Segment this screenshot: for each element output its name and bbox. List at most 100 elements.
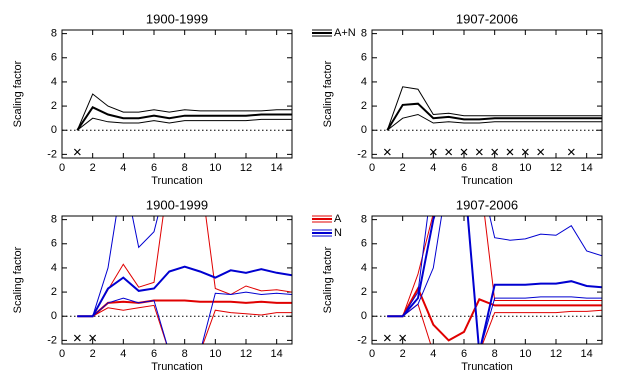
y-tick-label: 0 [51, 310, 57, 322]
x-axis-label: Truncation [461, 175, 513, 187]
series-line [387, 303, 602, 344]
x-tick-label: 2 [90, 162, 96, 174]
x-tick-label: 0 [369, 348, 375, 360]
x-tick-label: 0 [59, 348, 65, 360]
panel-title: 1900-1999 [146, 11, 208, 26]
series-line [387, 286, 602, 342]
cross-marker [445, 148, 453, 156]
y-tick-label: 2 [51, 100, 57, 112]
cross-marker [567, 148, 575, 156]
x-tick-label: 12 [240, 348, 252, 360]
y-tick-label: 4 [51, 76, 57, 88]
series-line [77, 299, 292, 318]
panel-title: 1907-2006 [456, 11, 518, 26]
x-tick-label: 12 [240, 162, 252, 174]
series-line [76, 106, 292, 131]
x-tick-label: 10 [209, 162, 221, 174]
y-tick-label: 6 [361, 52, 367, 64]
x-tick-label: 10 [519, 162, 531, 174]
x-tick-label: 8 [182, 348, 188, 360]
plot-lines [386, 86, 602, 131]
x-tick-label: 6 [151, 348, 157, 360]
cross-marker [89, 334, 97, 342]
x-tick-label: 2 [90, 348, 96, 360]
series-line [386, 86, 602, 131]
cross-marker [537, 148, 545, 156]
series-line [386, 102, 602, 131]
y-tick-label: 8 [51, 214, 57, 226]
y-tick-label: 0 [51, 124, 57, 136]
cross-marker [383, 148, 391, 156]
y-tick-label: 8 [361, 214, 367, 226]
series-line [77, 265, 292, 318]
x-tick-label: 6 [461, 348, 467, 360]
cross-marker [475, 148, 483, 156]
x-tick-label: 14 [271, 162, 283, 174]
plot-lines [387, 216, 602, 344]
x-tick-label: 4 [120, 348, 126, 360]
series-line [387, 216, 602, 317]
cross-marker [383, 334, 391, 342]
y-tick-label: 2 [51, 286, 57, 298]
plot-frame [371, 215, 603, 345]
plot-frame [371, 29, 603, 159]
y-tick-label: 0 [361, 310, 367, 322]
series-line [77, 304, 292, 344]
y-tick-label: 4 [361, 262, 367, 274]
y-axis-label: Scaling factor [322, 60, 334, 127]
cross-marker [73, 334, 81, 342]
y-axis-label: Scaling factor [12, 246, 24, 313]
y-tick-label: 4 [361, 76, 367, 88]
legend-label: A+N [334, 27, 356, 39]
plot-lines [76, 93, 292, 131]
y-tick-label: 2 [361, 286, 367, 298]
y-tick-label: 8 [361, 28, 367, 40]
series-line [387, 216, 602, 344]
x-tick-label: 6 [151, 162, 157, 174]
x-tick-label: 6 [461, 162, 467, 174]
plot-frame [61, 29, 293, 159]
cross-marker [460, 148, 468, 156]
y-tick-label: 6 [361, 238, 367, 250]
cross-marker [491, 148, 499, 156]
x-tick-label: 14 [581, 348, 593, 360]
y-tick-label: 0 [361, 124, 367, 136]
x-tick-label: 8 [492, 348, 498, 360]
legend-label: N [334, 227, 342, 239]
panel-title: 1900-1999 [146, 197, 208, 212]
x-tick-label: 14 [271, 348, 283, 360]
y-axis-label: Scaling factor [322, 246, 334, 313]
x-tick-label: 12 [550, 348, 562, 360]
y-tick-label: -2 [357, 334, 367, 346]
series-line [76, 117, 292, 131]
x-tick-label: 8 [492, 162, 498, 174]
x-tick-label: 14 [581, 162, 593, 174]
series-line [387, 216, 602, 344]
x-tick-label: 10 [519, 348, 531, 360]
cross-marker [521, 148, 529, 156]
y-tick-label: -2 [357, 148, 367, 160]
legend-label: A [334, 213, 342, 225]
plot-lines [77, 216, 292, 344]
x-tick-label: 8 [182, 162, 188, 174]
y-tick-label: 4 [51, 262, 57, 274]
x-axis-label: Truncation [151, 175, 203, 187]
series-line [386, 113, 602, 131]
y-tick-label: 2 [361, 100, 367, 112]
cross-marker [429, 148, 437, 156]
x-tick-label: 0 [369, 162, 375, 174]
y-tick-label: -2 [47, 334, 57, 346]
x-tick-label: 4 [430, 348, 436, 360]
cross-marker [73, 148, 81, 156]
y-tick-label: 8 [51, 28, 57, 40]
cross-marker [399, 334, 407, 342]
x-tick-label: 10 [209, 348, 221, 360]
y-tick-label: 6 [51, 238, 57, 250]
x-tick-label: 2 [400, 348, 406, 360]
cross-marker [506, 148, 514, 156]
panel-title: 1907-2006 [456, 197, 518, 212]
x-axis-label: Truncation [461, 361, 513, 372]
x-tick-label: 0 [59, 162, 65, 174]
y-axis-label: Scaling factor [12, 60, 24, 127]
